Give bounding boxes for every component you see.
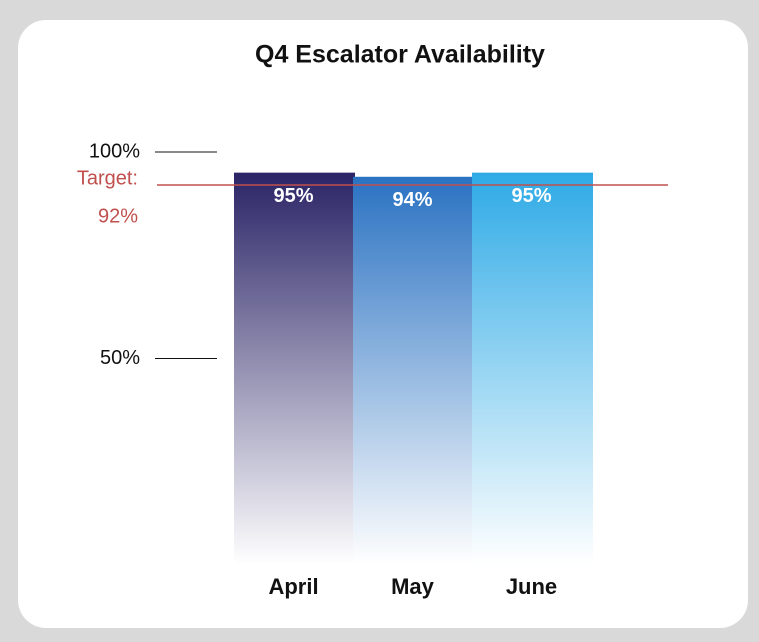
data-label: 95% (273, 185, 313, 207)
chart-title: Q4 Escalator Availability (255, 41, 545, 69)
bar (353, 176, 474, 565)
bar (234, 172, 355, 565)
y-tick-label: 50% (100, 347, 140, 369)
data-label: 94% (392, 189, 432, 211)
y-tick-label: 100% (89, 140, 140, 162)
target-label: Target: (77, 167, 138, 189)
x-tick-label: April (268, 574, 318, 599)
x-tick-label: June (506, 574, 557, 599)
data-label: 95% (511, 185, 551, 207)
x-tick-label: May (391, 574, 435, 599)
bar (472, 172, 593, 565)
target-value-label: 92% (98, 205, 138, 227)
